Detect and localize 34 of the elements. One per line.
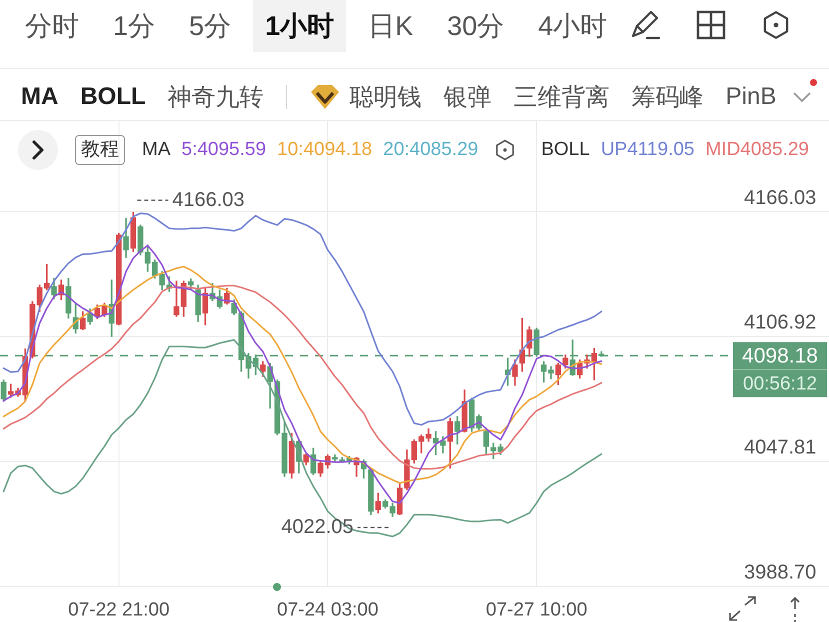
y-tick-label: 3988.70: [744, 562, 816, 584]
x-tick-label: 07-24 03:00: [276, 600, 378, 621]
text: MA: [21, 83, 58, 111]
text: 00:56:12: [743, 373, 817, 394]
text: PinB: [726, 83, 776, 111]
text: 5:4095.59: [182, 139, 266, 161]
y-tick-label: 4106.92: [744, 312, 816, 334]
annotation: MA: [142, 139, 170, 161]
x-tick-label: 07-22 21:00: [68, 600, 170, 621]
text: 10:4094.18: [277, 139, 372, 161]
y-tick-label: 4166.03: [744, 186, 816, 209]
text: BOLL: [80, 83, 146, 111]
text: 1小时: [253, 0, 346, 52]
annotation: 教程: [75, 135, 125, 165]
annotation: 4022.05: [281, 516, 354, 538]
y-tick-label: 4047.81: [744, 436, 816, 459]
text: 银弹: [444, 83, 492, 113]
x-tick-label: 07-27 10:00: [486, 600, 588, 621]
annotation: 20:4085.29: [383, 139, 478, 161]
text: 神奇九转: [168, 83, 264, 113]
text: 5分: [189, 10, 232, 43]
text: UP4119.05: [600, 139, 694, 161]
text: 筹码峰: [632, 83, 704, 113]
annotation: BOLL: [541, 139, 590, 161]
text: 日K: [368, 10, 414, 43]
text: 30分: [447, 10, 504, 43]
text: MID4085.29: [705, 139, 809, 161]
text: 三维背离: [514, 83, 610, 113]
text: 聪明钱: [350, 83, 422, 113]
text: 1分: [113, 10, 156, 43]
text: 4小时: [538, 10, 608, 43]
text: 分时: [25, 10, 79, 43]
ref-line-label: 4098.18: [742, 344, 818, 368]
annotation: 4166.03: [172, 188, 245, 211]
